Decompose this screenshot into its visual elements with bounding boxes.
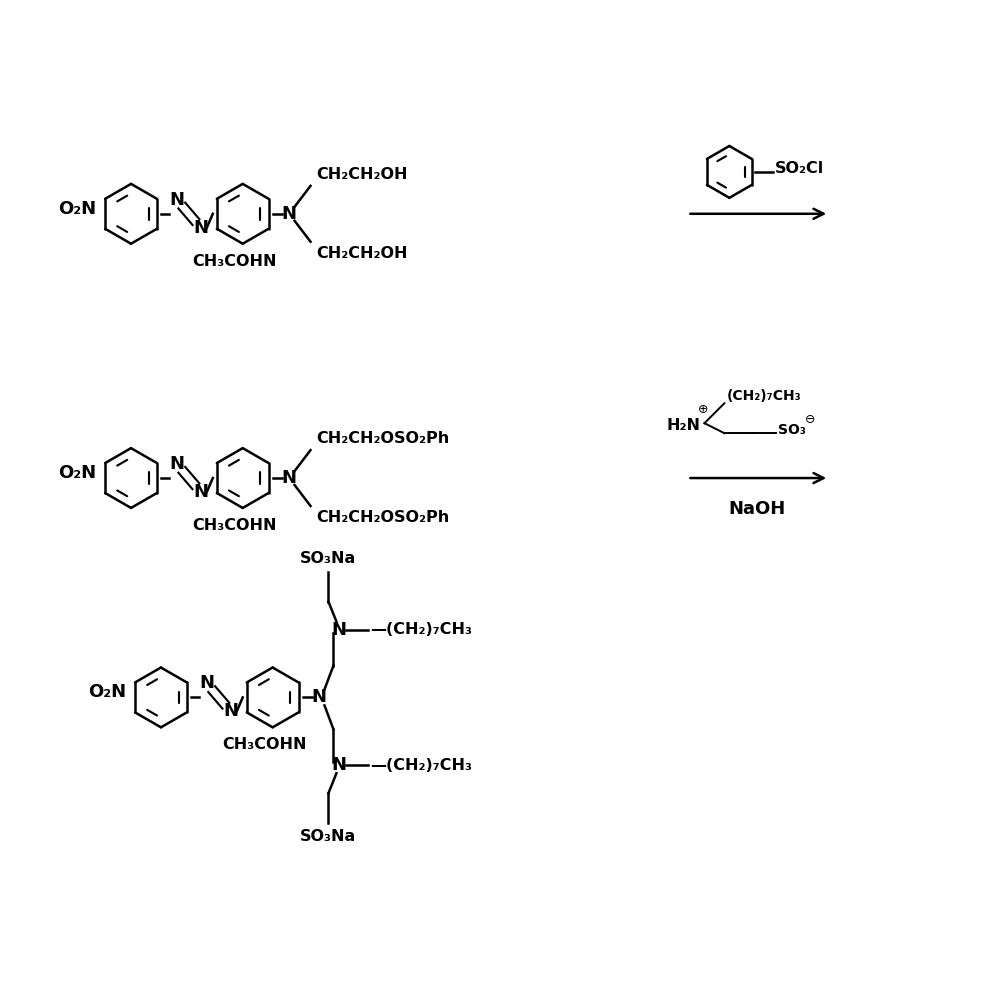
Text: CH₂CH₂OH: CH₂CH₂OH	[317, 167, 408, 182]
Text: ⊖: ⊖	[805, 413, 815, 426]
Text: N: N	[311, 688, 326, 707]
Text: N: N	[281, 469, 296, 487]
Text: SO₂Cl: SO₂Cl	[775, 161, 824, 176]
Text: CH₂CH₂OSO₂Ph: CH₂CH₂OSO₂Ph	[317, 432, 450, 446]
Text: CH₃COHN: CH₃COHN	[192, 518, 277, 533]
Text: N: N	[281, 204, 296, 223]
Text: N: N	[169, 191, 184, 208]
Text: CH₃COHN: CH₃COHN	[192, 254, 277, 268]
Text: —(CH₂)₇CH₃: —(CH₂)₇CH₃	[370, 758, 472, 773]
Text: ⊕: ⊕	[698, 403, 709, 416]
Text: SO₃Na: SO₃Na	[300, 829, 357, 844]
Text: CH₃COHN: CH₃COHN	[222, 737, 307, 752]
Text: CH₂CH₂OSO₂Ph: CH₂CH₂OSO₂Ph	[317, 510, 450, 525]
Text: N: N	[223, 703, 238, 721]
Text: N: N	[193, 219, 208, 237]
Text: N: N	[331, 756, 346, 775]
Text: SO₃Na: SO₃Na	[300, 550, 357, 566]
Text: O₂N: O₂N	[88, 683, 126, 702]
Text: O₂N: O₂N	[58, 200, 96, 218]
Text: O₂N: O₂N	[58, 464, 96, 482]
Text: H₂N: H₂N	[666, 418, 700, 433]
Text: N: N	[169, 455, 184, 473]
Text: N: N	[331, 620, 346, 639]
Text: NaOH: NaOH	[729, 500, 786, 518]
Text: (CH₂)₇CH₃: (CH₂)₇CH₃	[726, 389, 801, 403]
Text: SO₃: SO₃	[778, 423, 806, 437]
Text: N: N	[199, 674, 214, 692]
Text: CH₂CH₂OH: CH₂CH₂OH	[317, 246, 408, 260]
Text: —(CH₂)₇CH₃: —(CH₂)₇CH₃	[370, 622, 472, 637]
Text: N: N	[193, 483, 208, 501]
